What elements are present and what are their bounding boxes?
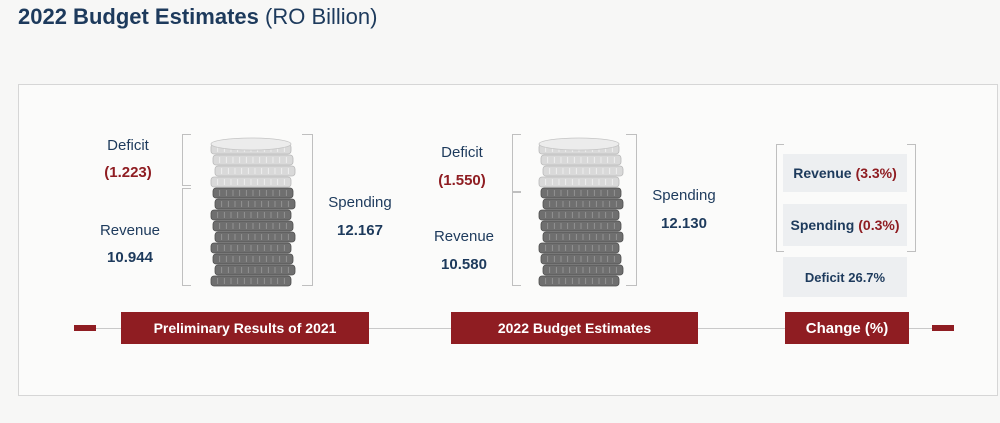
deficit-2022-value: (1.550) xyxy=(438,172,486,189)
spending-2021-value: 12.167 xyxy=(337,222,383,239)
coin-stack-icon xyxy=(538,137,624,287)
revenue-2022-value: 10.580 xyxy=(441,256,487,273)
revenue-2021-bracket xyxy=(182,188,191,286)
spending-2022-value: 12.130 xyxy=(661,215,707,232)
band-change: Change (%) xyxy=(785,312,909,344)
change-right-bracket xyxy=(907,144,916,252)
change-left-bracket xyxy=(776,144,784,252)
band-budget-2022: 2022 Budget Estimates xyxy=(451,312,698,344)
page-title: 2022 Budget Estimates (RO Billion) xyxy=(18,4,378,29)
spending-2022-bracket xyxy=(626,134,637,286)
spending-2021-bracket xyxy=(302,134,313,286)
timeline-right-dash xyxy=(932,325,954,331)
revenue-2021-value: 10.944 xyxy=(107,249,153,266)
deficit-2021-label: Deficit xyxy=(107,137,149,154)
deficit-2022-label: Deficit xyxy=(441,144,483,161)
deficit-change-box: Deficit 26.7% xyxy=(783,257,907,297)
deficit-2021-bracket xyxy=(182,134,191,186)
deficit-2022-bracket xyxy=(512,134,521,192)
revenue-2022-label: Revenue xyxy=(433,228,495,245)
deficit-2021-value: (1.223) xyxy=(104,164,152,181)
spending-change-box: Spending (0.3%) xyxy=(783,204,907,246)
spending-2022-label: Spending xyxy=(652,187,716,204)
revenue-change-box: Revenue (3.3%) xyxy=(783,154,907,192)
revenue-2022-bracket xyxy=(512,192,521,286)
band-preliminary-2021: Preliminary Results of 2021 xyxy=(121,312,369,344)
spending-2021-label: Spending xyxy=(328,194,392,211)
timeline-left-dash xyxy=(74,325,96,331)
revenue-2021-label: Revenue xyxy=(99,222,161,239)
coin-stack-icon xyxy=(210,137,296,287)
